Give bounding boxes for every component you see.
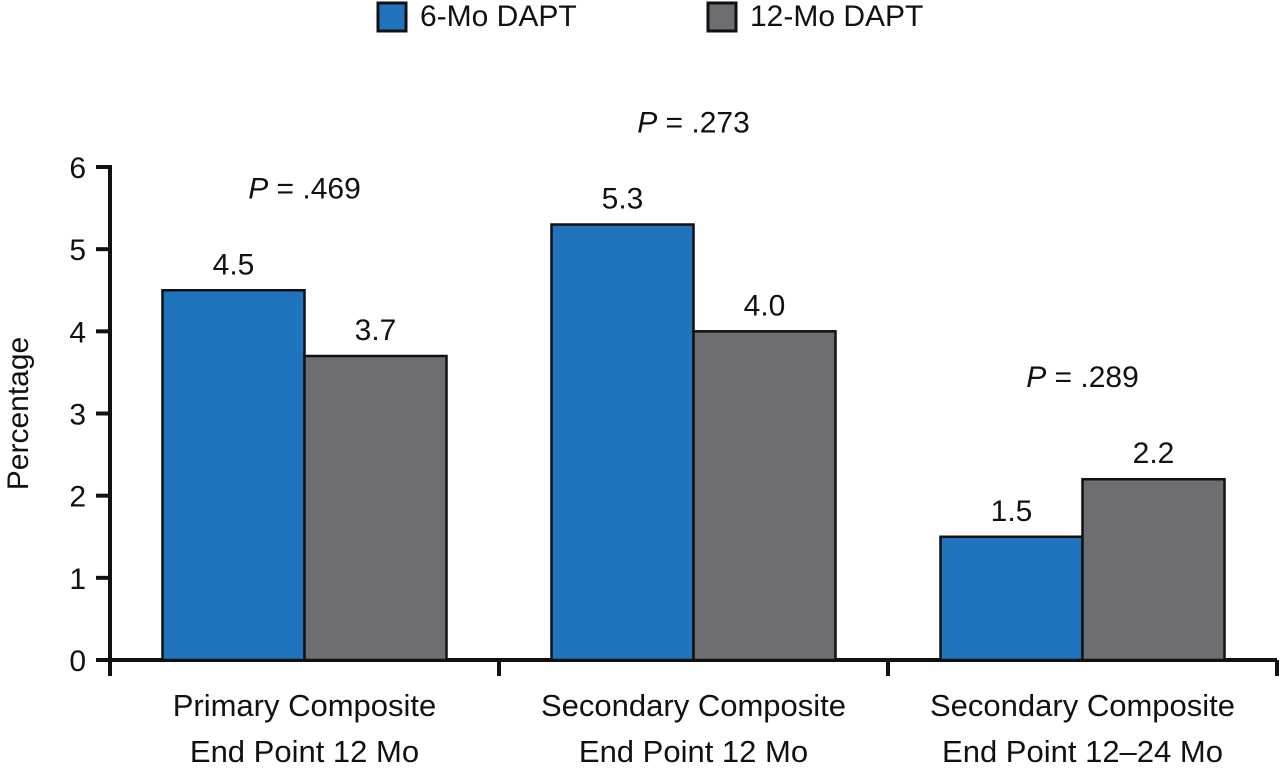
data-label: 1.5 [991, 495, 1033, 528]
x-category-label: Primary Composite [173, 688, 437, 723]
x-category-label: End Point 12 Mo [579, 734, 808, 765]
bar-12mo-3 [1081, 477, 1226, 662]
p-value-annotation-2: P = .273 [637, 107, 750, 140]
bar-12mo-1 [303, 354, 448, 662]
p-label: P [248, 172, 268, 205]
y-tick-label: 0 [69, 645, 86, 678]
y-tick-label: 5 [69, 234, 86, 267]
y-tick-label: 3 [69, 399, 86, 432]
y-tick-label: 6 [69, 152, 86, 185]
bar-6mo-1 [161, 289, 306, 662]
y-axis-label: Percentage [2, 337, 35, 490]
data-label: 2.2 [1133, 437, 1175, 470]
p-label: P [1026, 361, 1046, 394]
data-label: 3.7 [355, 314, 397, 347]
x-category-label: End Point 12–24 Mo [942, 734, 1223, 765]
x-category-label: Secondary Composite [930, 688, 1235, 723]
y-tick-label: 2 [69, 481, 86, 514]
bar-6mo-3 [939, 535, 1084, 662]
p-value-annotation-1: P = .469 [248, 172, 361, 205]
y-tick-label: 4 [69, 316, 86, 349]
p-value: = .469 [268, 172, 361, 205]
legend-label-1: 6-Mo DAPT [420, 0, 577, 33]
p-value: = .289 [1046, 361, 1139, 394]
p-value: = .273 [657, 107, 750, 140]
x-category-label: Secondary Composite [541, 688, 846, 723]
bar-12mo-2 [692, 330, 837, 662]
x-category-label: End Point 12 Mo [190, 734, 419, 765]
p-label: P [637, 107, 657, 140]
data-label: 5.3 [602, 183, 644, 216]
data-label: 4.5 [213, 248, 255, 281]
y-tick-label: 1 [69, 563, 86, 596]
data-label: 4.0 [744, 289, 786, 322]
p-value-annotation-3: P = .289 [1026, 361, 1139, 394]
bar-6mo-2 [550, 223, 695, 662]
legend-label-2: 12-Mo DAPT [750, 0, 923, 33]
legend-swatch-1 [376, 1, 408, 33]
legend-swatch-2 [706, 1, 738, 33]
